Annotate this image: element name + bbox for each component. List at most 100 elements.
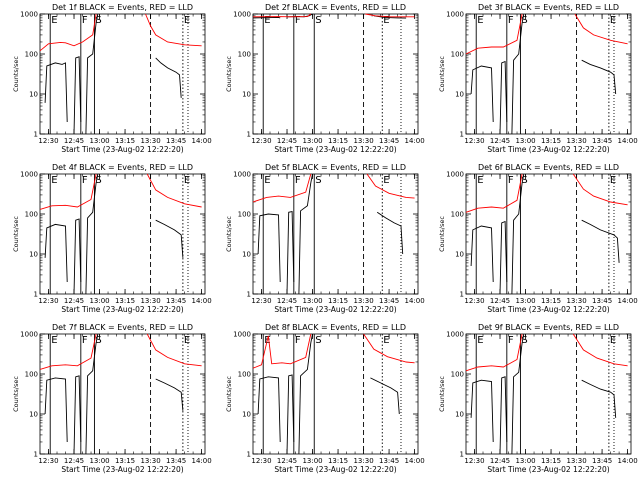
y-tick-label: 1 — [247, 291, 251, 299]
x-tick-label: 13:15 — [328, 457, 348, 465]
marker-label: S — [95, 335, 101, 346]
panel-title: Det 5f BLACK = Events, RED = LLD — [265, 163, 406, 172]
y-tick-label: 10 — [455, 251, 464, 259]
series-lld-line — [363, 333, 415, 364]
y-tick-label: 10 — [242, 411, 251, 419]
panel-title: Det 2f BLACK = Events, RED = LLD — [265, 3, 406, 12]
series-events-line — [373, 15, 407, 19]
y-tick-label: 1 — [34, 451, 38, 459]
series-events-line — [499, 376, 508, 455]
panel-7: Det 7f BLACK = Events, RED = LLD 1 10 100 10… — [12, 323, 212, 474]
x-tick-label: 13:00 — [302, 297, 322, 305]
series-lld-line — [572, 173, 628, 206]
y-tick-label: 10 — [242, 91, 251, 99]
series-lld-line — [146, 173, 202, 208]
x-tick-label: 13:00 — [302, 137, 322, 145]
x-tick-label: 13:15 — [115, 297, 135, 305]
series-lld-line — [39, 13, 97, 52]
marker-label: E — [610, 335, 616, 346]
x-tick-label: 13:30 — [140, 297, 160, 305]
plot-frame — [39, 13, 206, 135]
y-axis-label: Counts/sec — [438, 56, 446, 92]
marker-label: F — [82, 175, 88, 186]
y-tick-label: 100 — [451, 371, 464, 379]
x-tick-label: 13:30 — [353, 297, 373, 305]
series-events-line — [252, 16, 281, 19]
x-axis-label: Start Time (23-Aug-02 12:22:20) — [61, 145, 183, 154]
x-tick-label: 13:45 — [166, 457, 186, 465]
x-tick-label: 13:30 — [566, 137, 586, 145]
x-tick-label: 12:30 — [251, 457, 271, 465]
marker-label: S — [521, 175, 527, 186]
panel-title: Det 6f BLACK = Events, RED = LLD — [478, 163, 619, 172]
series-events-line — [470, 65, 494, 123]
x-tick-label: 14:00 — [618, 137, 638, 145]
y-tick-label: 1 — [34, 131, 38, 139]
series-lld-line — [572, 333, 628, 367]
x-axis-label: Start Time (23-Aug-02 12:22:20) — [487, 305, 609, 314]
x-tick-label: 13:15 — [541, 457, 561, 465]
x-tick-label: 13:00 — [515, 137, 535, 145]
series-events-line — [376, 211, 404, 255]
x-tick-label: 13:15 — [541, 297, 561, 305]
marker-label: E — [51, 15, 57, 26]
panel-1: Det 1f BLACK = Events, RED = LLD 1 10 100 10… — [12, 3, 212, 154]
series-lld-line — [39, 333, 97, 370]
x-axis-label: Start Time (23-Aug-02 12:22:20) — [274, 145, 396, 154]
y-tick-label: 10 — [29, 91, 38, 99]
x-tick-label: 14:00 — [405, 457, 425, 465]
series-lld-line — [465, 333, 523, 372]
marker-label: S — [315, 15, 321, 26]
series-lld-line — [146, 333, 202, 367]
y-tick-label: 100 — [451, 51, 464, 59]
marker-label: F — [508, 175, 514, 186]
x-tick-label: 13:00 — [89, 457, 109, 465]
x-tick-label: 12:30 — [38, 457, 58, 465]
series-events-line — [286, 374, 295, 455]
series-lld-line — [145, 13, 202, 47]
marker-label: E — [184, 335, 190, 346]
x-tick-label: 13:30 — [140, 457, 160, 465]
y-tick-label: 1000 — [233, 331, 251, 339]
x-tick-label: 13:00 — [515, 297, 535, 305]
y-axis-label: Counts/sec — [225, 56, 233, 92]
x-tick-label: 13:45 — [379, 457, 399, 465]
y-tick-label: 1000 — [446, 331, 464, 339]
y-tick-label: 100 — [25, 371, 38, 379]
plot-frame — [252, 333, 419, 455]
y-axis-label: Counts/sec — [12, 376, 20, 412]
marker-label: E — [184, 15, 190, 26]
x-tick-label: 13:15 — [115, 457, 135, 465]
y-tick-label: 1000 — [446, 11, 464, 19]
panel-4: Det 4f BLACK = Events, RED = LLD 1 10 100 10… — [12, 163, 212, 314]
x-tick-label: 13:15 — [541, 137, 561, 145]
x-tick-label: 13:30 — [566, 297, 586, 305]
series-events-line — [499, 220, 508, 295]
marker-label: E — [264, 175, 270, 186]
x-tick-label: 12:45 — [277, 297, 297, 305]
x-tick-label: 14:00 — [405, 137, 425, 145]
series-events-line — [499, 60, 508, 135]
series-events-line — [85, 173, 99, 295]
marker-label: E — [477, 175, 483, 186]
panel-2: Det 2f BLACK = Events, RED = LLD 1 10 100 10… — [225, 3, 425, 154]
marker-label: E — [477, 15, 483, 26]
series-events-line — [155, 57, 182, 98]
series-events-line — [370, 377, 400, 415]
x-tick-label: 13:00 — [302, 457, 322, 465]
series-lld-line — [39, 173, 97, 210]
y-tick-label: 10 — [29, 411, 38, 419]
series-events-line — [581, 219, 620, 263]
plot-frame — [252, 173, 419, 295]
x-tick-label: 12:30 — [38, 297, 58, 305]
x-tick-label: 12:30 — [464, 457, 484, 465]
y-tick-label: 100 — [451, 211, 464, 219]
x-tick-label: 12:30 — [464, 297, 484, 305]
panel-5: Det 5f BLACK = Events, RED = LLD 1 10 100 10… — [225, 163, 425, 314]
series-events-line — [155, 219, 184, 258]
panel-6: Det 6f BLACK = Events, RED = LLD 1 10 100 10… — [438, 163, 638, 314]
x-tick-label: 13:30 — [140, 137, 160, 145]
plot-frame — [465, 333, 632, 455]
x-tick-label: 13:45 — [166, 137, 186, 145]
